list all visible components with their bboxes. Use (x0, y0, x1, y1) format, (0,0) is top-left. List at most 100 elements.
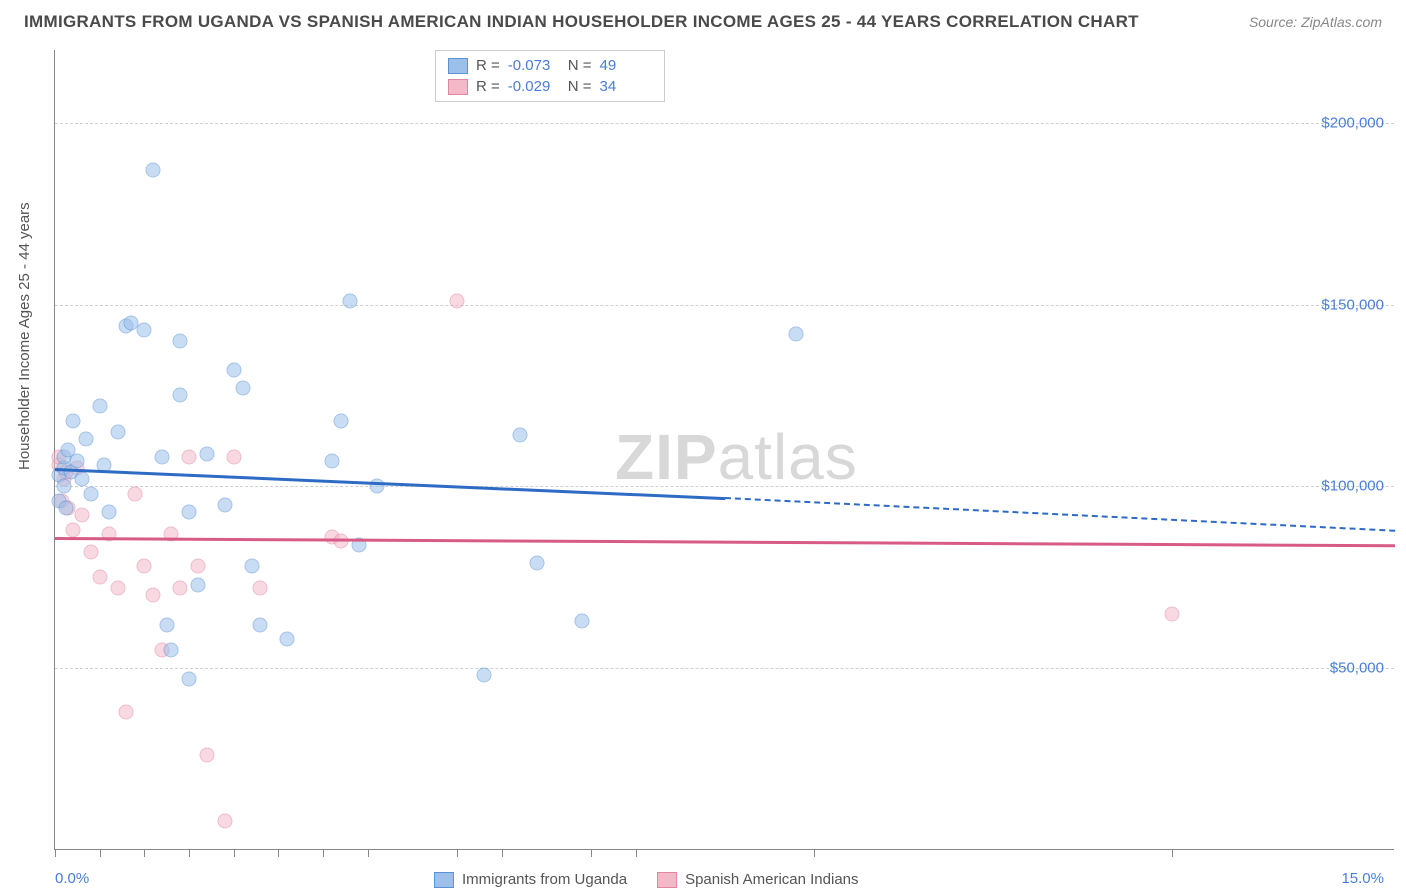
r-value: -0.073 (508, 57, 560, 74)
data-point (146, 163, 161, 178)
data-point (137, 559, 152, 574)
x-tick (278, 849, 279, 857)
x-max-label: 15.0% (1341, 870, 1384, 887)
data-point (164, 643, 179, 658)
r-label: R = (476, 57, 500, 74)
data-point (65, 413, 80, 428)
trend-line (55, 468, 725, 500)
data-point (74, 508, 89, 523)
y-axis-label: Householder Income Ages 25 - 44 years (16, 202, 33, 470)
data-point (83, 486, 98, 501)
y-tick-label: $150,000 (1321, 296, 1384, 313)
data-point (190, 559, 205, 574)
legend-stat-row: R = -0.029 N = 34 (448, 76, 652, 97)
gridline (55, 123, 1394, 124)
trend-line (725, 497, 1395, 532)
data-point (92, 399, 107, 414)
data-point (173, 388, 188, 403)
data-point (217, 497, 232, 512)
legend-label: Spanish American Indians (685, 871, 858, 888)
data-point (789, 326, 804, 341)
gridline (55, 305, 1394, 306)
data-point (244, 559, 259, 574)
data-point (253, 617, 268, 632)
x-tick (502, 849, 503, 857)
data-point (182, 504, 197, 519)
legend-swatch (448, 58, 468, 74)
data-point (226, 363, 241, 378)
n-value: 34 (600, 78, 652, 95)
n-label: N = (568, 78, 592, 95)
data-point (280, 632, 295, 647)
data-point (253, 581, 268, 596)
legend-stat-row: R = -0.073 N = 49 (448, 55, 652, 76)
data-point (56, 479, 71, 494)
data-point (74, 472, 89, 487)
x-tick (636, 849, 637, 857)
x-tick (323, 849, 324, 857)
legend-item: Immigrants from Uganda (434, 871, 627, 888)
x-tick (189, 849, 190, 857)
data-point (146, 588, 161, 603)
x-tick (1172, 849, 1173, 857)
data-point (101, 504, 116, 519)
data-point (226, 450, 241, 465)
trend-line (55, 537, 1395, 547)
n-label: N = (568, 57, 592, 74)
data-point (58, 501, 73, 516)
data-point (476, 668, 491, 683)
data-point (110, 581, 125, 596)
chart-container: Householder Income Ages 25 - 44 years ZI… (54, 50, 1394, 850)
n-value: 49 (600, 57, 652, 74)
y-tick-label: $100,000 (1321, 478, 1384, 495)
x-tick (55, 849, 56, 857)
x-tick (591, 849, 592, 857)
x-tick (457, 849, 458, 857)
legend-swatch (448, 79, 468, 95)
gridline (55, 668, 1394, 669)
legend-swatch (434, 872, 454, 888)
data-point (1164, 606, 1179, 621)
x-tick (144, 849, 145, 857)
x-tick (814, 849, 815, 857)
source-attribution: Source: ZipAtlas.com (1249, 14, 1382, 30)
data-point (159, 617, 174, 632)
data-point (182, 672, 197, 687)
x-tick (234, 849, 235, 857)
data-point (70, 453, 85, 468)
x-tick (100, 849, 101, 857)
watermark: ZIPatlas (615, 420, 858, 494)
data-point (65, 523, 80, 538)
plot-area: ZIPatlas R = -0.073 N = 49 R = -0.029 N = 34 $5… (54, 50, 1394, 850)
legend-swatch (657, 872, 677, 888)
data-point (137, 323, 152, 338)
data-point (92, 570, 107, 585)
y-tick-label: $50,000 (1330, 660, 1384, 677)
data-point (530, 555, 545, 570)
data-point (119, 704, 134, 719)
legend-label: Immigrants from Uganda (462, 871, 627, 888)
r-value: -0.029 (508, 78, 560, 95)
x-min-label: 0.0% (55, 870, 89, 887)
gridline (55, 486, 1394, 487)
data-point (575, 613, 590, 628)
x-tick (368, 849, 369, 857)
legend-item: Spanish American Indians (657, 871, 858, 888)
data-point (173, 333, 188, 348)
data-point (155, 450, 170, 465)
chart-title: IMMIGRANTS FROM UGANDA VS SPANISH AMERIC… (24, 12, 1139, 32)
data-point (199, 446, 214, 461)
r-label: R = (476, 78, 500, 95)
data-point (182, 450, 197, 465)
data-point (342, 293, 357, 308)
legend-series: Immigrants from Uganda Spanish American I… (434, 871, 859, 888)
data-point (128, 486, 143, 501)
data-point (79, 432, 94, 447)
data-point (512, 428, 527, 443)
data-point (450, 293, 465, 308)
data-point (324, 453, 339, 468)
data-point (190, 577, 205, 592)
data-point (110, 424, 125, 439)
data-point (83, 544, 98, 559)
legend-correlation: R = -0.073 N = 49 R = -0.029 N = 34 (435, 50, 665, 102)
